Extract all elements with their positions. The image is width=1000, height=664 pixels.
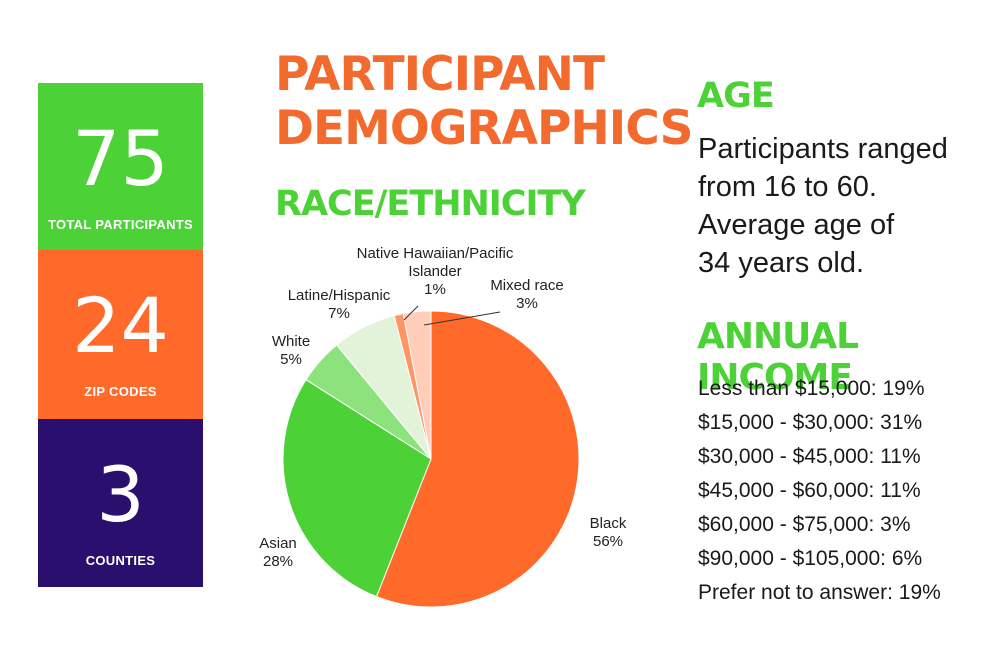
stat-counties: 3 COUNTIES bbox=[38, 419, 203, 587]
pie-label: Black 56% bbox=[590, 515, 627, 550]
stat-total-participants: 75 TOTAL PARTICIPANTS bbox=[38, 83, 203, 250]
pie-leader-line bbox=[403, 305, 419, 321]
pie-label: White 5% bbox=[272, 333, 310, 368]
list-item: $60,000 - $75,000: 3% bbox=[698, 513, 911, 536]
stat-label: COUNTIES bbox=[85, 553, 156, 568]
income-heading: ANNUAL INCOME bbox=[697, 316, 859, 398]
title-line-2: DEMOGRAPHICS bbox=[275, 101, 693, 156]
pie-slice-black bbox=[375, 310, 580, 608]
age-line: 34 years old. bbox=[698, 247, 865, 279]
stat-value: 24 bbox=[72, 281, 169, 370]
page-title: PARTICIPANT DEMOGRAPHICS bbox=[275, 47, 693, 156]
list-item: $15,000 - $30,000: 31% bbox=[698, 411, 923, 434]
age-line: Average age of bbox=[698, 209, 895, 241]
age-line: Participants ranged bbox=[698, 133, 948, 165]
stat-label: ZIP CODES bbox=[84, 384, 157, 399]
pie-leader-line bbox=[423, 311, 501, 326]
list-item: $90,000 - $105,000: 6% bbox=[698, 547, 923, 570]
pie-label: Asian 28% bbox=[259, 535, 297, 570]
pie-label: Latine/Hispanic 7% bbox=[288, 287, 391, 322]
stat-zip-codes: 24 ZIP CODES bbox=[38, 250, 203, 419]
list-item: Prefer not to answer: 19% bbox=[698, 581, 941, 604]
stat-value: 75 bbox=[72, 114, 169, 203]
age-heading: AGE bbox=[697, 76, 775, 116]
age-description: Participants ranged from 16 to 60. Avera… bbox=[698, 130, 998, 282]
list-item: $45,000 - $60,000: 11% bbox=[698, 479, 921, 502]
pie-slice-asian bbox=[282, 379, 432, 598]
list-item: $30,000 - $45,000: 11% bbox=[698, 445, 921, 468]
race-heading: RACE/ETHNICITY bbox=[275, 184, 586, 224]
list-item: Less than $15,000: 19% bbox=[698, 377, 925, 400]
stat-value: 3 bbox=[96, 450, 145, 539]
pie-slice-mixed-race bbox=[402, 310, 432, 460]
title-line-1: PARTICIPANT bbox=[275, 47, 605, 102]
pie-label: Native Hawaiian/Pacific Islander 1% bbox=[357, 245, 514, 298]
stat-label: TOTAL PARTICIPANTS bbox=[47, 217, 194, 232]
income-list: Less than $15,000: 19% $15,000 - $30,000… bbox=[698, 372, 941, 610]
pie-label: Mixed race 3% bbox=[490, 277, 563, 312]
age-line: from 16 to 60. bbox=[698, 171, 877, 203]
